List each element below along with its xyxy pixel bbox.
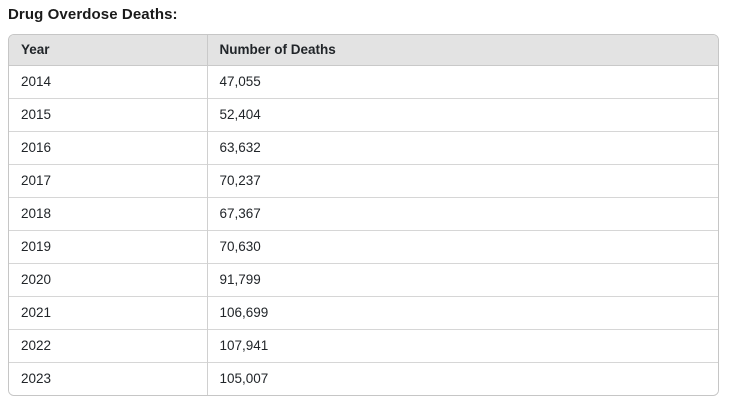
deaths-cell: 107,941 [207, 328, 718, 362]
year-cell: 2021 [9, 295, 208, 329]
deaths-table-container: Year Number of Deaths 2014 47,055 2015 5… [8, 34, 719, 396]
year-cell: 2020 [9, 262, 208, 296]
year-cell: 2022 [9, 328, 208, 362]
deaths-cell: 70,237 [207, 163, 718, 197]
deaths-table: Year Number of Deaths 2014 47,055 2015 5… [9, 35, 718, 395]
year-cell: 2019 [9, 229, 208, 263]
year-cell: 2014 [9, 65, 208, 98]
table-row: 2016 63,632 [9, 130, 718, 164]
table-row: 2020 91,799 [9, 262, 718, 296]
deaths-cell: 67,367 [207, 196, 718, 230]
table-row: 2022 107,941 [9, 328, 718, 362]
year-cell: 2016 [9, 130, 208, 164]
table-row: 2023 105,007 [9, 361, 718, 395]
deaths-cell: 70,630 [207, 229, 718, 263]
deaths-cell: 105,007 [207, 361, 718, 395]
deaths-cell: 91,799 [207, 262, 718, 296]
deaths-cell: 106,699 [207, 295, 718, 329]
year-cell: 2023 [9, 361, 208, 395]
table-row: 2019 70,630 [9, 229, 718, 263]
table-header: Year Number of Deaths [9, 35, 718, 66]
column-header-year: Year [9, 35, 208, 66]
year-cell: 2018 [9, 196, 208, 230]
table-row: 2021 106,699 [9, 295, 718, 329]
deaths-cell: 52,404 [207, 97, 718, 131]
year-cell: 2017 [9, 163, 208, 197]
table-row: 2014 47,055 [9, 65, 718, 98]
column-header-number-of-deaths: Number of Deaths [207, 35, 718, 66]
deaths-cell: 47,055 [207, 65, 718, 98]
year-cell: 2015 [9, 97, 208, 131]
table-row: 2017 70,237 [9, 163, 718, 197]
deaths-cell: 63,632 [207, 130, 718, 164]
table-row: 2018 67,367 [9, 196, 718, 230]
page-title: Drug Overdose Deaths: [8, 6, 178, 23]
table-row: 2015 52,404 [9, 97, 718, 131]
header-row: Year Number of Deaths [9, 35, 718, 66]
table-body: 2014 47,055 2015 52,404 2016 63,632 2017… [9, 65, 718, 395]
